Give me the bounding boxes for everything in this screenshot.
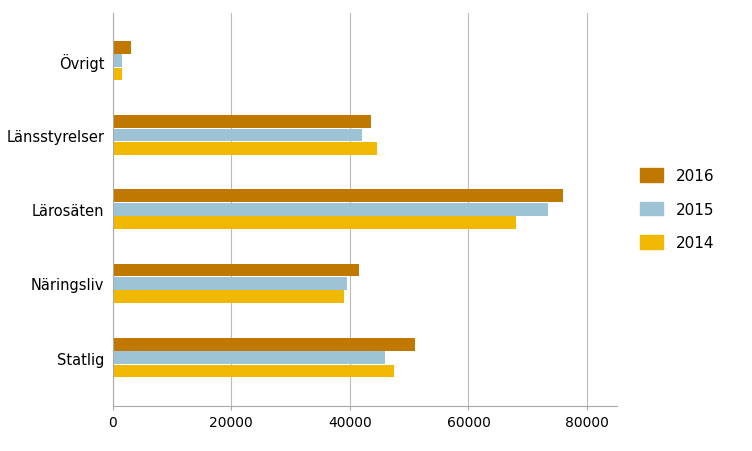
Bar [113,69,122,81]
Bar [113,217,516,230]
Bar [113,277,347,290]
Bar [113,338,415,351]
Bar [113,203,548,216]
Legend: 2016, 2015, 2014: 2016, 2015, 2014 [635,163,720,257]
Bar [113,55,122,68]
Bar [113,143,377,155]
Bar [113,129,362,142]
Bar [113,190,563,202]
Bar [113,365,394,377]
Bar [113,291,344,304]
Bar [113,351,386,364]
Bar [113,264,359,277]
Bar [113,42,131,55]
Bar [113,116,371,129]
